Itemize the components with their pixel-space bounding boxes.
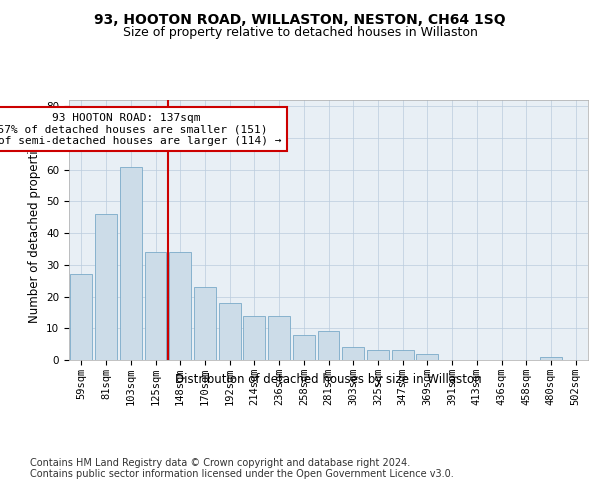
Bar — [293, 334, 314, 360]
Y-axis label: Number of detached properties: Number of detached properties — [28, 137, 41, 323]
Bar — [268, 316, 290, 360]
Bar — [145, 252, 166, 360]
Text: 93, HOOTON ROAD, WILLASTON, NESTON, CH64 1SQ: 93, HOOTON ROAD, WILLASTON, NESTON, CH64… — [94, 12, 506, 26]
Text: 93 HOOTON ROAD: 137sqm
← 57% of detached houses are smaller (151)
43% of semi-de: 93 HOOTON ROAD: 137sqm ← 57% of detached… — [0, 112, 281, 146]
Bar — [392, 350, 413, 360]
Bar — [416, 354, 438, 360]
Text: Contains HM Land Registry data © Crown copyright and database right 2024.
Contai: Contains HM Land Registry data © Crown c… — [30, 458, 454, 479]
Bar — [317, 332, 340, 360]
Bar — [169, 252, 191, 360]
Bar — [343, 348, 364, 360]
Bar — [219, 303, 241, 360]
Text: Distribution of detached houses by size in Willaston: Distribution of detached houses by size … — [175, 372, 482, 386]
Bar — [540, 357, 562, 360]
Bar — [194, 287, 216, 360]
Bar — [120, 166, 142, 360]
Bar — [95, 214, 117, 360]
Bar — [367, 350, 389, 360]
Bar — [244, 316, 265, 360]
Text: Size of property relative to detached houses in Willaston: Size of property relative to detached ho… — [122, 26, 478, 39]
Bar — [70, 274, 92, 360]
